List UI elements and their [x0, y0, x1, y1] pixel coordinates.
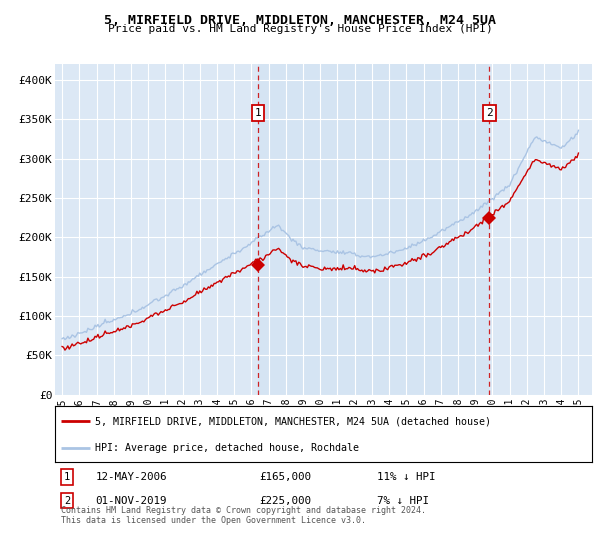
Text: £165,000: £165,000 [259, 472, 311, 482]
Text: 2: 2 [64, 496, 70, 506]
Text: 1: 1 [64, 472, 70, 482]
Text: 1: 1 [254, 108, 261, 118]
Bar [258, 64, 490, 395]
Text: 12-MAY-2006: 12-MAY-2006 [95, 472, 167, 482]
Text: £225,000: £225,000 [259, 496, 311, 506]
Text: Price paid vs. HM Land Registry's House Price Index (HPI): Price paid vs. HM Land Registry's House … [107, 24, 493, 34]
Text: 2: 2 [486, 108, 493, 118]
Text: 7% ↓ HPI: 7% ↓ HPI [377, 496, 430, 506]
Text: Contains HM Land Registry data © Crown copyright and database right 2024.
This d: Contains HM Land Registry data © Crown c… [61, 506, 425, 525]
Text: 5, MIRFIELD DRIVE, MIDDLETON, MANCHESTER, M24 5UA (detached house): 5, MIRFIELD DRIVE, MIDDLETON, MANCHESTER… [95, 416, 491, 426]
Text: 11% ↓ HPI: 11% ↓ HPI [377, 472, 436, 482]
Text: HPI: Average price, detached house, Rochdale: HPI: Average price, detached house, Roch… [95, 443, 359, 453]
Text: 5, MIRFIELD DRIVE, MIDDLETON, MANCHESTER, M24 5UA: 5, MIRFIELD DRIVE, MIDDLETON, MANCHESTER… [104, 14, 496, 27]
Text: 01-NOV-2019: 01-NOV-2019 [95, 496, 167, 506]
